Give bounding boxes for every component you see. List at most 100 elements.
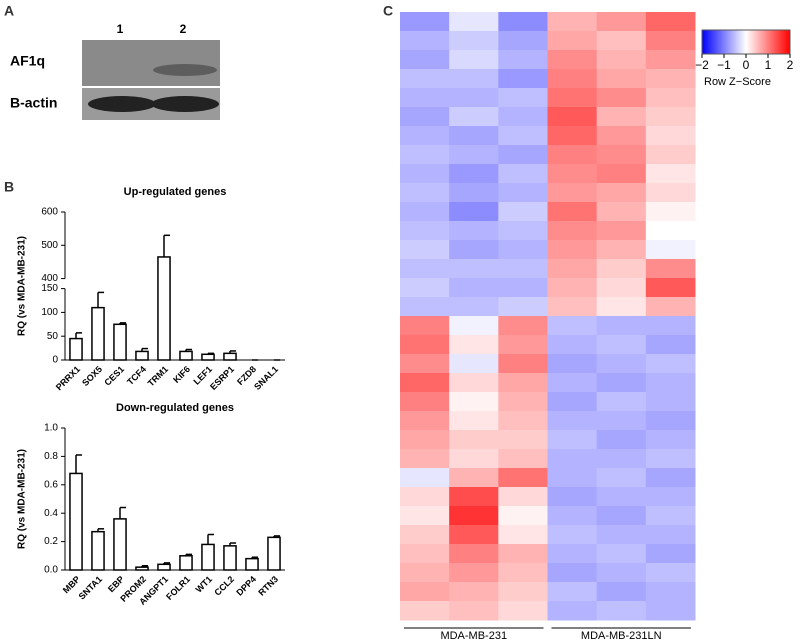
- y-tick-label: 0.2: [44, 536, 58, 547]
- heatmap-cell: [547, 31, 598, 51]
- x-tick-label: PRRX1: [54, 364, 82, 392]
- y-tick-label: 0: [52, 355, 58, 366]
- heatmap-cell: [645, 601, 696, 621]
- heatmap-cell: [498, 240, 548, 260]
- heatmap-cell: [400, 582, 450, 602]
- heatmap-cell: [400, 449, 450, 469]
- x-tick-label: ESRP1: [208, 364, 236, 392]
- heatmap-cell: [449, 411, 499, 431]
- heatmap-cell: [498, 31, 548, 51]
- heatmap-cell: [498, 126, 548, 146]
- heatmap-cell: [645, 12, 696, 32]
- heatmap-cell: [547, 12, 598, 32]
- heatmap-cell: [400, 50, 450, 70]
- heatmap-cell: [449, 164, 499, 184]
- blot-band: [151, 96, 219, 112]
- heatmap-cell: [596, 69, 647, 89]
- heatmap-cell: [645, 487, 696, 507]
- heatmap-cell: [498, 354, 548, 374]
- x-tick-label: CCL2: [212, 574, 236, 598]
- heatmap-cell: [498, 335, 548, 355]
- y-axis-label: RQ (vs MDA-MB-231): [17, 449, 28, 549]
- heatmap-cell: [498, 183, 548, 203]
- heatmap-cell: [400, 468, 450, 488]
- heatmap-cell: [498, 449, 548, 469]
- heatmap-cell: [449, 544, 499, 564]
- x-tick-label: WT1: [194, 574, 215, 595]
- heatmap-cell: [547, 430, 598, 450]
- heatmap-cell: [596, 88, 647, 108]
- bar: [91, 306, 105, 361]
- colorbar-tick-label: 0: [743, 58, 750, 72]
- heatmap-cell: [547, 335, 598, 355]
- heatmap-cell: [449, 259, 499, 279]
- x-tick-label: CES1: [102, 364, 126, 388]
- heatmap-cell: [400, 297, 450, 317]
- heatmap-cell: [645, 297, 696, 317]
- heatmap-cell: [645, 430, 696, 450]
- heatmap-cell: [449, 145, 499, 165]
- heatmap-cell: [596, 487, 647, 507]
- heatmap-cell: [645, 164, 696, 184]
- x-tick-label: TCF4: [125, 364, 148, 387]
- bar: [113, 323, 127, 361]
- heatmap-cell: [498, 487, 548, 507]
- heatmap-cell: [547, 354, 598, 374]
- panel-label: B: [4, 179, 14, 195]
- heatmap-cell: [645, 563, 696, 583]
- heatmap-cell: [596, 430, 647, 450]
- blot-band: [82, 40, 220, 86]
- heatmap-cell: [596, 259, 647, 279]
- heatmap-cell: [596, 278, 647, 298]
- heatmap-cell: [498, 12, 548, 32]
- panel-label: C: [383, 3, 393, 19]
- heatmap-cell: [498, 373, 548, 393]
- heatmap-cell: [596, 183, 647, 203]
- heatmap-cell: [400, 259, 450, 279]
- x-tick-label: RTN3: [256, 574, 280, 598]
- heatmap-cell: [400, 335, 450, 355]
- bar: [267, 536, 281, 571]
- y-tick-label: 100: [41, 307, 58, 318]
- heatmap-cell: [498, 430, 548, 450]
- group-label: MDA-MB-231LN: [581, 630, 662, 642]
- heatmap-cell: [449, 563, 499, 583]
- bar: [91, 530, 105, 571]
- heatmap-cell: [400, 278, 450, 298]
- heatmap-cell: [596, 392, 647, 412]
- heatmap-cell: [547, 50, 598, 70]
- heatmap-cell: [547, 259, 598, 279]
- chart-title: Down-regulated genes: [116, 402, 234, 414]
- heatmap-cell: [449, 240, 499, 260]
- heatmap-cell: [498, 411, 548, 431]
- heatmap-cell: [400, 88, 450, 108]
- heatmap-cell: [449, 525, 499, 545]
- heatmap-cell: [596, 221, 647, 241]
- y-tick-label: 50: [47, 331, 59, 342]
- blot-band: [153, 64, 217, 76]
- heatmap-cell: [547, 316, 598, 336]
- heatmap-cell: [547, 506, 598, 526]
- heatmap-cell: [449, 468, 499, 488]
- heatmap-cell: [449, 601, 499, 621]
- heatmap-cell: [449, 430, 499, 450]
- bar: [223, 545, 237, 571]
- heatmap-cell: [449, 582, 499, 602]
- heatmap-cell: [645, 354, 696, 374]
- heatmap-cell: [449, 50, 499, 70]
- heatmap-cell: [596, 50, 647, 70]
- heatmap-cell: [449, 69, 499, 89]
- heatmap-cell: [449, 126, 499, 146]
- lane-label: 1: [117, 22, 124, 36]
- heatmap-cell: [645, 145, 696, 165]
- heatmap-cell: [547, 449, 598, 469]
- y-tick-label: 0.8: [44, 451, 58, 462]
- heatmap-cell: [596, 468, 647, 488]
- bar: [135, 350, 149, 361]
- heatmap-cell: [645, 582, 696, 602]
- blot-band: [88, 96, 156, 112]
- heatmap-cell: [596, 335, 647, 355]
- x-tick-label: SNAL1: [252, 364, 280, 392]
- heatmap-cell: [596, 563, 647, 583]
